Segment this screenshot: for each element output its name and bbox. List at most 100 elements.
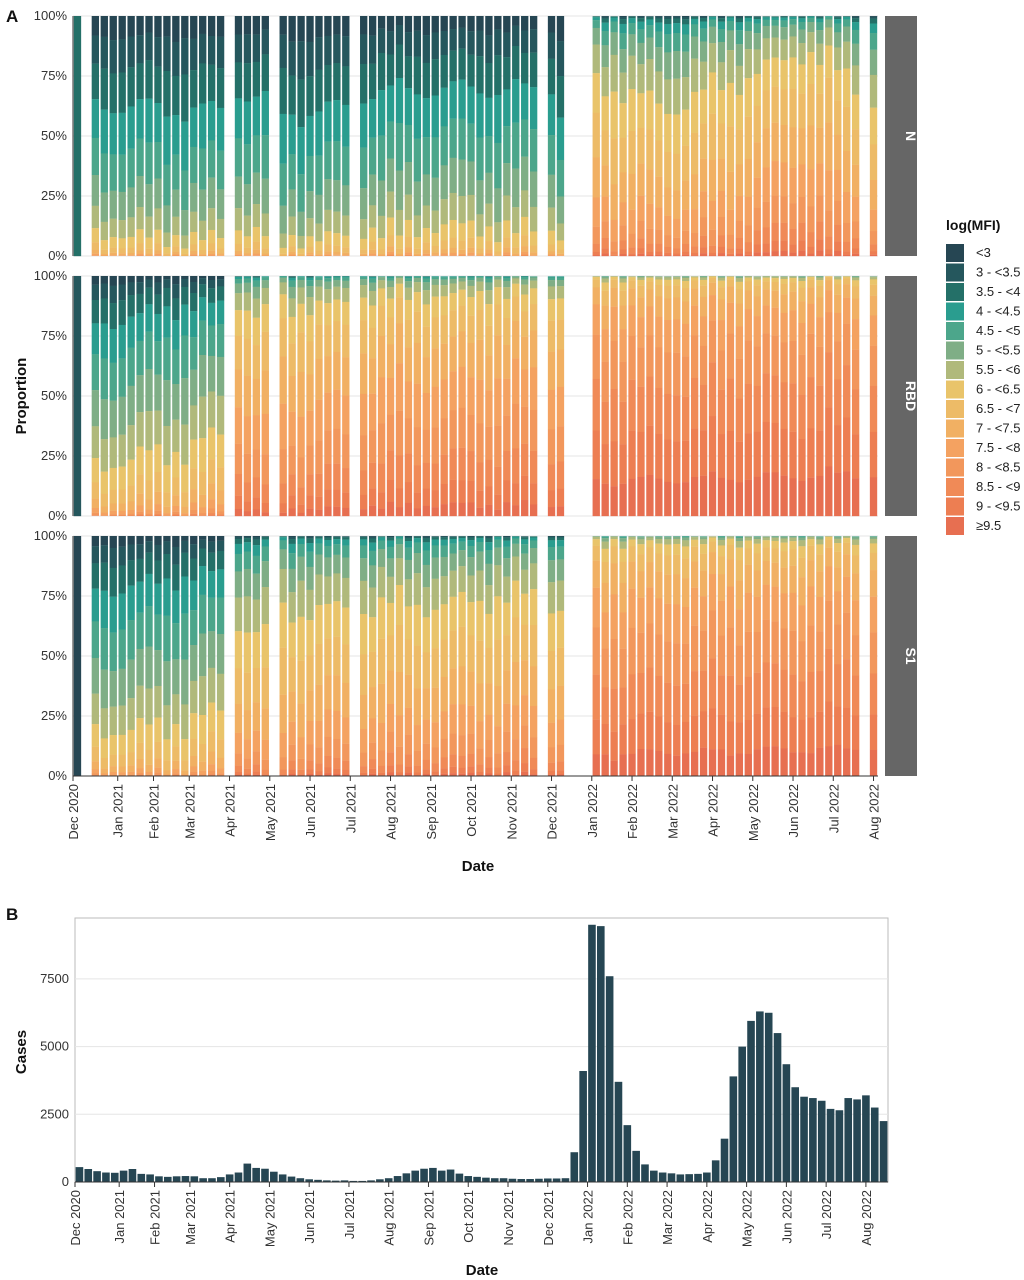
bar-segment — [431, 687, 439, 723]
bar-segment — [637, 597, 645, 633]
bar-segment — [234, 254, 243, 256]
case-bar — [119, 1170, 128, 1182]
stacked-bar — [368, 276, 377, 517]
bar-segment — [252, 298, 261, 318]
bar-segment — [243, 596, 252, 633]
bar-segment — [127, 247, 135, 254]
bar-segment — [127, 106, 135, 149]
bar-segment — [682, 558, 690, 579]
stacked-bar — [279, 16, 287, 257]
bar-segment — [109, 735, 117, 755]
bar-segment — [834, 624, 842, 665]
bar-segment — [521, 593, 529, 625]
bar-segment — [512, 556, 520, 581]
bar-segment — [843, 19, 851, 27]
bar-segment — [628, 173, 636, 210]
bar-segment — [261, 739, 269, 760]
bar-segment — [610, 276, 618, 280]
bar-segment — [261, 413, 269, 455]
bar-segment — [637, 539, 645, 545]
bar-segment — [503, 546, 511, 559]
bar-segment — [699, 384, 708, 431]
bar-segment — [377, 135, 386, 181]
bar-segment — [503, 602, 511, 636]
stacked-bar — [377, 276, 386, 517]
stacked-bar — [646, 16, 654, 257]
stacked-bar — [762, 16, 770, 257]
bar-segment — [771, 536, 779, 538]
bar-segment — [172, 477, 180, 496]
bar-segment — [315, 279, 323, 287]
bar-segment — [315, 111, 323, 156]
bar-segment — [172, 769, 180, 774]
bar-segment — [843, 276, 851, 279]
bar-segment — [512, 276, 520, 277]
bar-segment — [521, 251, 529, 255]
bar-segment — [172, 246, 180, 252]
bar-segment — [521, 254, 529, 256]
bar-segment — [395, 544, 404, 559]
bar-segment — [100, 153, 108, 193]
stacked-bar — [386, 16, 395, 257]
bar-segment — [816, 250, 824, 257]
bar-segment — [118, 39, 126, 73]
bar-segment — [601, 329, 609, 362]
bar-segment — [869, 23, 878, 34]
case-bar — [570, 1152, 579, 1182]
bar-segment — [610, 441, 618, 487]
bar-segment — [252, 764, 261, 772]
bar-segment — [780, 20, 788, 28]
bar-segment — [619, 754, 627, 777]
bar-segment — [485, 739, 493, 758]
bar-segment — [494, 767, 502, 774]
bar-segment — [556, 559, 565, 581]
bar-segment — [646, 243, 654, 252]
bar-segment — [816, 297, 824, 318]
stacked-bar — [172, 536, 180, 776]
bar-segment — [682, 243, 690, 252]
bar-segment — [717, 299, 726, 321]
bar-segment — [851, 434, 860, 479]
bar-segment — [216, 324, 225, 358]
bar-segment — [315, 194, 323, 224]
bar-segment — [431, 763, 439, 772]
bar-segment — [431, 557, 439, 579]
bar-segment — [601, 30, 609, 46]
stacked-bar — [843, 536, 851, 777]
bar-segment — [234, 765, 243, 773]
bar-segment — [297, 371, 305, 417]
bar-segment — [869, 714, 878, 750]
x-tick-label: Dec 2020 — [68, 1190, 83, 1246]
bar-segment — [628, 288, 636, 306]
bar-segment — [556, 319, 565, 350]
bar-segment — [413, 237, 422, 249]
bar-segment — [190, 107, 198, 148]
bar-segment — [646, 335, 654, 377]
bar-segment — [333, 489, 341, 507]
bar-segment — [395, 170, 404, 211]
bar-segment — [154, 471, 162, 492]
bar-segment — [735, 248, 744, 254]
bar-segment — [682, 16, 690, 18]
bar-segment — [181, 276, 189, 280]
bar-segment — [342, 280, 350, 289]
bar-segment — [726, 20, 735, 31]
stacked-bar — [324, 16, 332, 256]
bar-segment — [306, 410, 314, 446]
bar-segment — [145, 513, 153, 516]
y-tick-label: 5000 — [40, 1039, 69, 1054]
bar-segment — [386, 602, 395, 636]
bar-segment — [521, 475, 529, 501]
bar-segment — [172, 694, 180, 725]
bar-segment — [816, 195, 824, 222]
bar-segment — [109, 40, 117, 74]
bar-segment — [843, 707, 851, 749]
bar-segment — [207, 571, 216, 598]
bar-segment — [789, 127, 797, 168]
case-bar — [437, 1170, 446, 1182]
bar-segment — [360, 285, 368, 298]
bar-segment — [494, 242, 502, 252]
bar-segment — [127, 253, 135, 256]
bar-segment — [91, 458, 100, 483]
bar-segment — [306, 115, 314, 157]
